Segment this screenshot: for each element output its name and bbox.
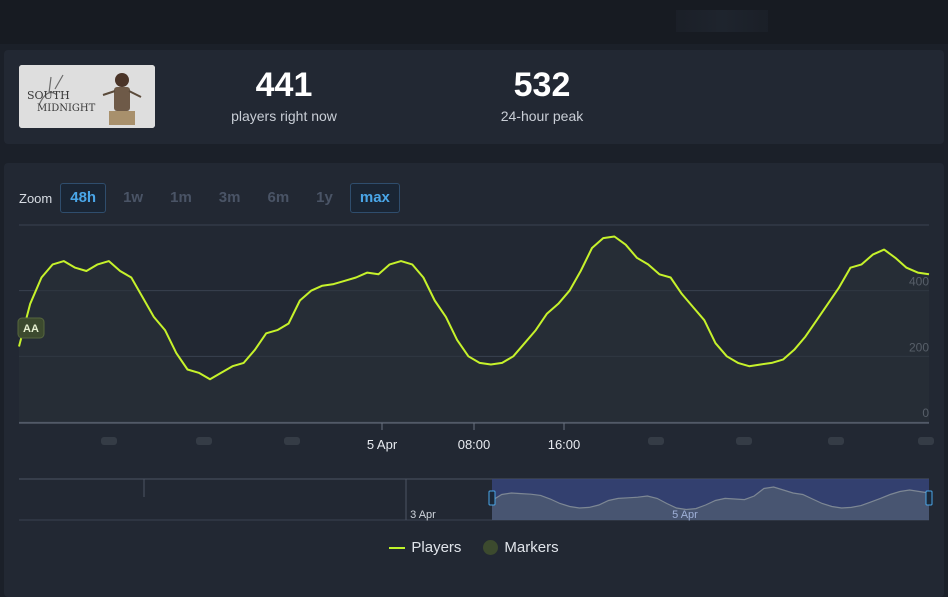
x-tick-label: 08:00 — [458, 437, 491, 452]
markers-dot-swatch — [483, 540, 499, 555]
top-bar — [0, 0, 948, 44]
svg-text:SOUTH: SOUTH — [27, 89, 70, 102]
zoom-1m-button[interactable]: 1m — [170, 189, 192, 206]
players-now-label: players right now — [231, 108, 337, 124]
svg-text:MIDNIGHT: MIDNIGHT — [37, 103, 96, 114]
stats-panel: SOUTH MIDNIGHT 441 players right now 532… — [4, 50, 944, 144]
navigator-area — [492, 487, 929, 520]
x-tick-label: 16:00 — [548, 437, 581, 452]
peak-stat: 532 24-hour peak — [452, 64, 632, 124]
navigator-handle — [925, 490, 933, 506]
navigator-label: 3 Apr — [410, 509, 436, 521]
players-now-stat: 441 players right now — [194, 64, 374, 124]
legend-players-label: Players — [411, 539, 462, 556]
peak-label: 24-hour peak — [500, 108, 584, 124]
faded-tick-label — [284, 437, 300, 445]
legend-markers[interactable]: Markers — [483, 539, 559, 556]
zoom-48h-button[interactable]: 48h — [60, 183, 107, 213]
legend-players[interactable]: Players — [389, 539, 461, 556]
zoom-controls: Zoom 48h 1w 1m 3m 6m 1y max — [19, 183, 407, 213]
game-logo-art: SOUTH MIDNIGHT — [19, 65, 155, 128]
peak-value: 532 — [513, 66, 571, 104]
faded-tick-label — [828, 437, 844, 445]
zoom-label: Zoom — [19, 190, 53, 206]
faded-tick-label — [736, 437, 752, 445]
navigator-handle — [488, 490, 496, 506]
top-bar-faint-element — [676, 10, 768, 32]
zoom-max-button[interactable]: max — [349, 183, 400, 213]
navigator-label: 5 Apr — [672, 509, 698, 521]
players-line-swatch — [389, 546, 406, 549]
x-tick-label: 5 Apr — [367, 437, 398, 452]
faded-tick-label — [648, 437, 664, 445]
zoom-1w-button[interactable]: 1w — [123, 189, 144, 206]
chart-legend: Players Markers — [4, 539, 944, 556]
faded-tick-label — [196, 437, 212, 445]
zoom-3m-button[interactable]: 3m — [218, 189, 241, 206]
zoom-1y-button[interactable]: 1y — [316, 189, 333, 206]
navigator-line — [491, 486, 930, 511]
marker-badge — [17, 317, 45, 339]
faded-tick-label — [101, 437, 117, 445]
marker-badge-text: AA — [23, 323, 39, 335]
legend-markers-label: Markers — [504, 539, 559, 556]
game-capsule-image[interactable]: SOUTH MIDNIGHT — [19, 65, 155, 128]
faded-tick-label — [918, 437, 934, 445]
players-area — [19, 236, 929, 422]
players-line — [18, 235, 930, 381]
chart-panel: Zoom 48h 1w 1m 3m 6m 1y max 0200400AA5 A… — [4, 163, 944, 597]
zoom-6m-button[interactable]: 6m — [267, 189, 290, 206]
players-now-value: 441 — [255, 66, 313, 104]
